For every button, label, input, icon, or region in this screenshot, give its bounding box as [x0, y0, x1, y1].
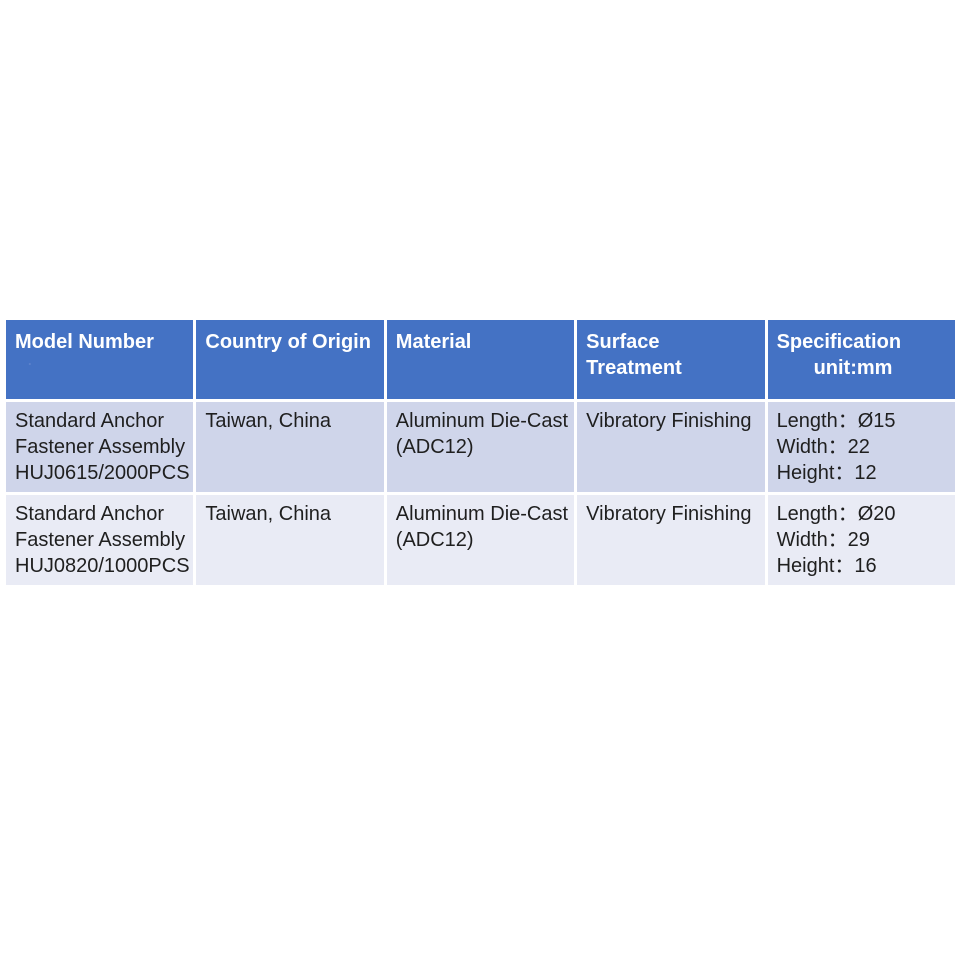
cell-material: Aluminum Die-Cast (ADC12)	[386, 402, 575, 492]
faint-period-mark: .	[28, 353, 32, 368]
column-header-label: Surface Treatment	[586, 331, 682, 379]
column-header-surface-treatment: Surface Treatment	[577, 320, 765, 399]
cell-specification: Length：Ø20 Width：29 Height：16	[767, 495, 955, 585]
cell-model-number: Standard Anchor Fastener Assembly HUJ061…	[6, 402, 194, 492]
column-header-label: Specification	[776, 331, 902, 353]
cell-country-of-origin: Taiwan, China	[196, 402, 384, 492]
cell-surface-treatment: Vibratory Finishing	[577, 402, 765, 492]
column-header-label: Model Number	[15, 331, 154, 353]
column-header-label: Material	[395, 331, 472, 353]
cell-surface-treatment: Vibratory Finishing	[577, 495, 765, 585]
cell-model-number: Standard Anchor Fastener Assembly HUJ082…	[6, 495, 194, 585]
column-header-country-of-origin: Country of Origin	[196, 320, 384, 399]
column-header-model-number: Model Number .	[6, 320, 194, 399]
cell-specification: Length：Ø15 Width：22 Height：12	[767, 402, 955, 492]
column-header-label: Country of Origin	[205, 331, 371, 353]
header-row: Model Number . Country of Origin Materia…	[6, 320, 955, 399]
column-header-unit-label: unit:mm	[813, 357, 893, 379]
product-spec-table: Model Number . Country of Origin Materia…	[3, 317, 958, 588]
cell-material: Aluminum Die-Cast (ADC12)	[386, 495, 575, 585]
table-row: Standard Anchor Fastener Assembly HUJ061…	[6, 402, 955, 492]
column-header-specification: Specification unit:mm	[767, 320, 955, 399]
table-row: Standard Anchor Fastener Assembly HUJ082…	[6, 495, 955, 585]
cell-country-of-origin: Taiwan, China	[196, 495, 384, 585]
column-header-material: Material	[386, 320, 575, 399]
